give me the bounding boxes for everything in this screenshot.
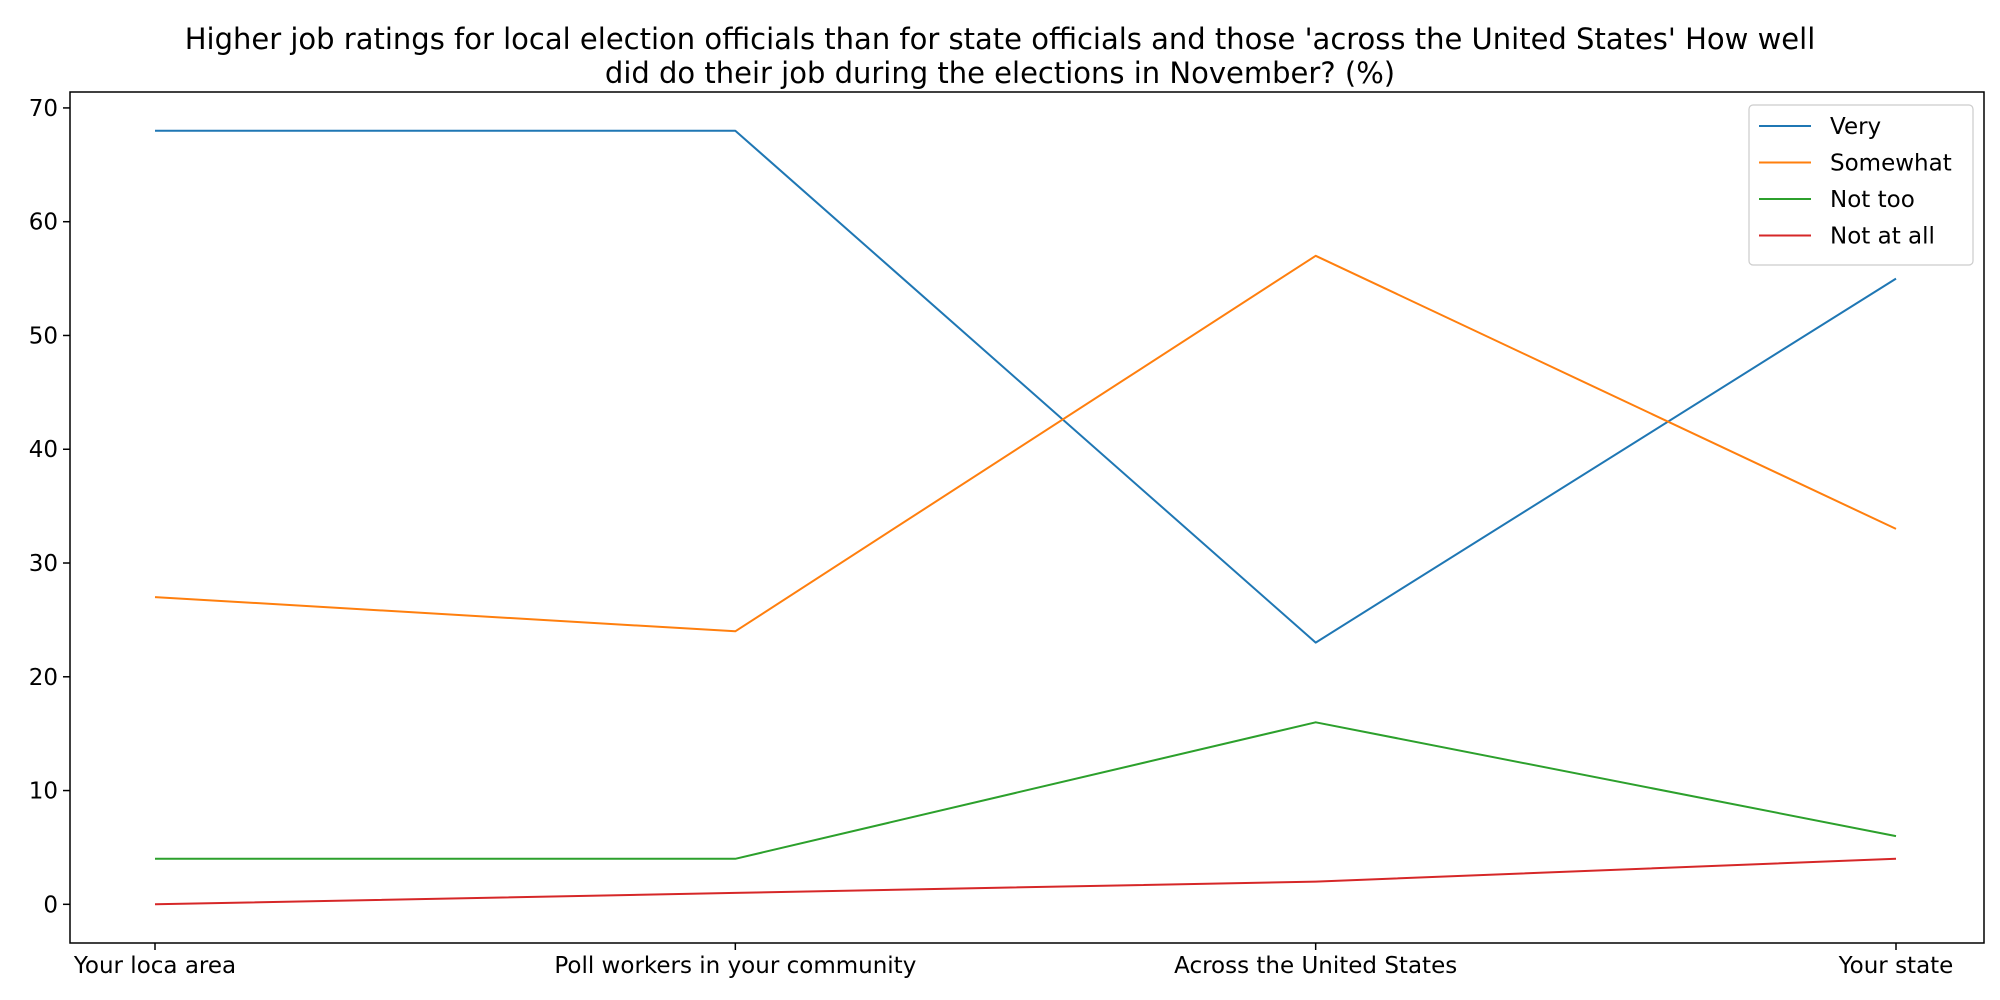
legend-label: Not too xyxy=(1830,187,1915,213)
x-axis: Your loca area Poll workers in your commu… xyxy=(73,943,1953,979)
legend-label: Somewhat xyxy=(1830,151,1952,177)
chart-title-line-1: Higher job ratings for local election of… xyxy=(185,22,1816,56)
y-tick-label: 30 xyxy=(29,551,58,577)
x-tick-label: Your loca area xyxy=(73,953,236,979)
y-tick-label: 20 xyxy=(29,665,58,691)
y-tick-label: 40 xyxy=(29,437,58,463)
x-tick-label: Poll workers in your community xyxy=(554,953,916,979)
y-tick-label: 60 xyxy=(29,210,58,236)
series-line-somewhat xyxy=(154,254,1897,633)
legend: Very Somewhat Not too Not at all xyxy=(1748,104,1974,266)
y-tick-label: 70 xyxy=(29,96,58,122)
series-layer xyxy=(154,129,1897,906)
series-line-not-at-all xyxy=(154,857,1897,906)
y-axis: 0 10 20 30 40 50 60 70 xyxy=(29,96,70,918)
y-tick-label: 0 xyxy=(43,892,58,918)
series-line-very xyxy=(155,129,1897,644)
x-tick-label: Across the United States xyxy=(1174,953,1457,979)
x-tick-label: Your state xyxy=(1838,953,1954,979)
plot-area xyxy=(69,91,1985,944)
chart-title-line-2: did do their job during the elections in… xyxy=(605,56,1395,90)
legend-box xyxy=(1748,104,1974,266)
legend-label: Not at all xyxy=(1830,224,1935,250)
series-line-not-too xyxy=(155,721,1897,860)
legend-label: Very xyxy=(1830,114,1881,140)
y-tick-label: 50 xyxy=(29,323,58,349)
y-tick-label: 10 xyxy=(29,779,58,805)
